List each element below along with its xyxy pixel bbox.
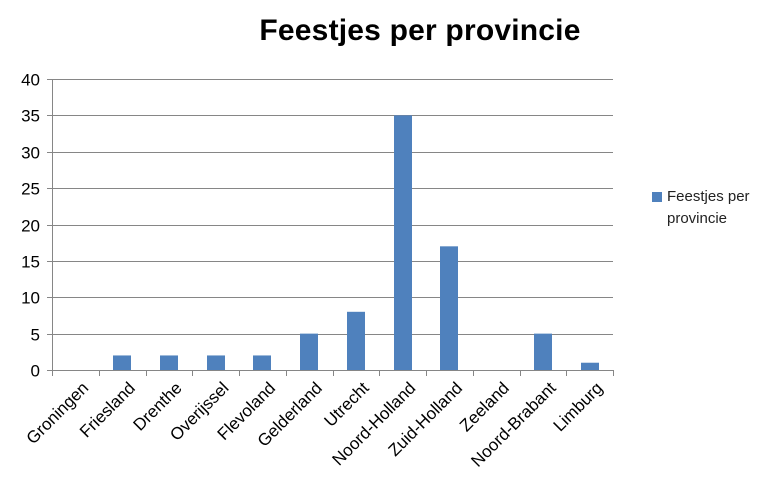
bar-noord-brabant: [534, 333, 552, 370]
bar-noord-holland: [394, 115, 412, 370]
bars: [113, 115, 599, 370]
bar-utrecht: [347, 311, 365, 370]
bar-friesland: [113, 355, 131, 370]
x-tick-label: Noord-Brabant: [467, 378, 559, 470]
y-tick-label: 25: [21, 180, 40, 199]
y-tick-label: 30: [21, 144, 40, 163]
y-tick-label: 10: [21, 289, 40, 308]
bar-gelderland: [300, 333, 318, 370]
legend-label: Feestjes per provincie: [667, 188, 750, 227]
x-tick-label: Limburg: [550, 378, 607, 435]
bar-flevoland: [253, 355, 271, 370]
y-tick-label: 0: [31, 362, 40, 381]
y-tick-label: 40: [21, 71, 40, 90]
legend-swatch: [652, 192, 662, 202]
x-tick-label: Noord-Holland: [329, 378, 420, 469]
y-tick-labels: 0 5 10 15 20 25 30 35 40: [21, 71, 40, 381]
bar-drenthe: [160, 355, 178, 370]
y-tick-label: 15: [21, 253, 40, 272]
bar-overijssel: [207, 355, 225, 370]
x-tick-label: Groningen: [23, 378, 93, 448]
axes: [47, 79, 614, 376]
bar-zuid-holland: [440, 246, 458, 370]
bar-limburg: [581, 362, 599, 370]
y-tick-label: 20: [21, 217, 40, 236]
chart-title: Feestjes per provincie: [259, 14, 581, 47]
gridlines: [52, 79, 613, 335]
x-tick-labels: GroningenFrieslandDrentheOverijsselFlevo…: [23, 378, 607, 470]
y-tick-label: 5: [31, 326, 40, 345]
y-tick-label: 35: [21, 107, 40, 126]
